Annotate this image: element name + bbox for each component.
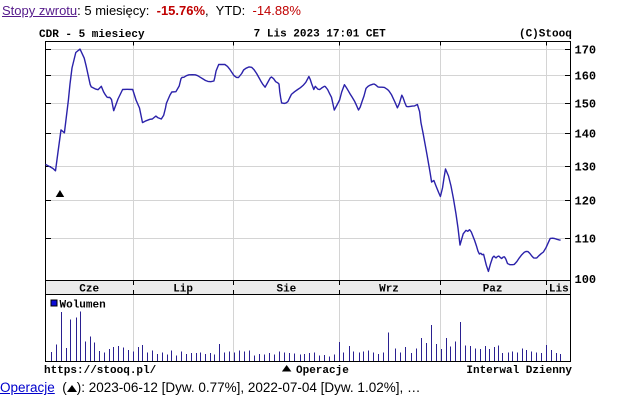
svg-text:Interwal Dzienny: Interwal Dzienny xyxy=(466,365,572,377)
svg-text:7 Lis 2023 17:01 CET: 7 Lis 2023 17:01 CET xyxy=(254,29,386,41)
svg-text:170: 170 xyxy=(575,44,597,58)
svg-text:100: 100 xyxy=(575,273,597,287)
svg-text:Paz: Paz xyxy=(483,283,503,295)
svg-text:150: 150 xyxy=(575,98,597,112)
svg-text:Sie: Sie xyxy=(276,283,296,295)
svg-text:Wrz: Wrz xyxy=(379,283,399,295)
svg-text:130: 130 xyxy=(575,161,597,175)
svg-text:120: 120 xyxy=(575,195,597,209)
svg-text:Lis: Lis xyxy=(549,283,569,295)
svg-text:Operacje: Operacje xyxy=(296,365,349,377)
svg-text:Lip: Lip xyxy=(173,283,193,295)
svg-text:Cze: Cze xyxy=(79,283,99,295)
svg-text:160: 160 xyxy=(575,70,597,84)
svg-text:110: 110 xyxy=(575,233,597,247)
svg-text:140: 140 xyxy=(575,128,597,142)
svg-text:https://stooq.pl/: https://stooq.pl/ xyxy=(44,365,157,377)
svg-text:CDR - 5 miesiecy: CDR - 5 miesiecy xyxy=(39,29,145,41)
svg-text:Wolumen: Wolumen xyxy=(60,300,106,312)
svg-text:(C)Stooq: (C)Stooq xyxy=(519,29,572,41)
